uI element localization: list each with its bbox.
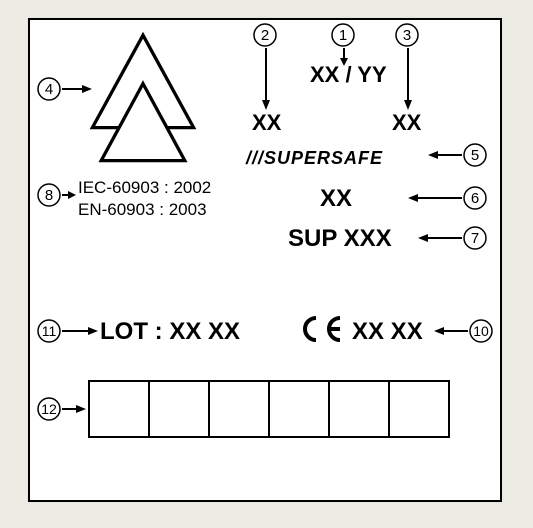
callout-3: 3 <box>394 22 420 48</box>
arrow-5 <box>428 151 462 159</box>
svg-text:2: 2 <box>261 27 269 44</box>
box-cell <box>150 382 210 436</box>
label-xx-yy: XX / YY <box>310 62 387 88</box>
callout-12: 12 <box>36 396 62 422</box>
arrow-12 <box>62 405 86 413</box>
svg-text:4: 4 <box>45 81 53 98</box>
callout-11: 11 <box>36 318 62 344</box>
arrow-1 <box>340 48 348 66</box>
box-cell <box>210 382 270 436</box>
label-brand: ///SUPERSAFE <box>246 148 383 169</box>
box-cell <box>90 382 150 436</box>
svg-text:11: 11 <box>42 323 57 339</box>
callout-10: 10 <box>468 318 494 344</box>
arrow-3 <box>404 48 412 110</box>
svg-text:12: 12 <box>41 401 57 417</box>
label-xx-mid: XX <box>320 185 352 213</box>
callout-8: 8 <box>36 182 62 208</box>
arrow-2 <box>262 48 270 110</box>
ce-mark-icon <box>298 314 348 344</box>
svg-text:3: 3 <box>403 27 411 44</box>
arrow-6 <box>408 194 462 202</box>
diagram-frame: IEC-60903 : 2002 EN-60903 : 2003 XX / YY… <box>28 18 502 502</box>
std-en: EN-60903 : 2003 <box>78 200 207 220</box>
box-cell <box>270 382 330 436</box>
callout-2: 2 <box>252 22 278 48</box>
label-ce-code: XX XX <box>352 318 423 346</box>
label-xx-left: XX <box>252 110 281 136</box>
label-lot: LOT : XX XX <box>100 318 240 346</box>
svg-text:8: 8 <box>45 187 53 204</box>
callout-1-num: 1 <box>339 27 347 44</box>
svg-text:6: 6 <box>471 190 479 207</box>
arrow-7 <box>418 234 462 242</box>
arrow-10 <box>434 327 468 335</box>
callout-4: 4 <box>36 76 62 102</box>
callout-7: 7 <box>462 225 488 251</box>
label-sup: SUP XXX <box>288 225 392 253</box>
arrow-8 <box>62 191 76 199</box>
svg-text:10: 10 <box>473 323 489 339</box>
boxes-row <box>88 380 450 438</box>
callout-1: 1 <box>330 22 356 48</box>
callout-5: 5 <box>462 142 488 168</box>
svg-text:5: 5 <box>471 147 479 164</box>
svg-text:7: 7 <box>471 230 479 247</box>
callout-6: 6 <box>462 185 488 211</box>
label-xx-right: XX <box>392 110 421 136</box>
std-iec: IEC-60903 : 2002 <box>78 178 211 198</box>
arrow-4 <box>62 85 92 93</box>
box-cell <box>390 382 450 436</box>
box-cell <box>330 382 390 436</box>
arrow-11 <box>62 327 98 335</box>
double-triangle-symbol <box>88 28 198 170</box>
